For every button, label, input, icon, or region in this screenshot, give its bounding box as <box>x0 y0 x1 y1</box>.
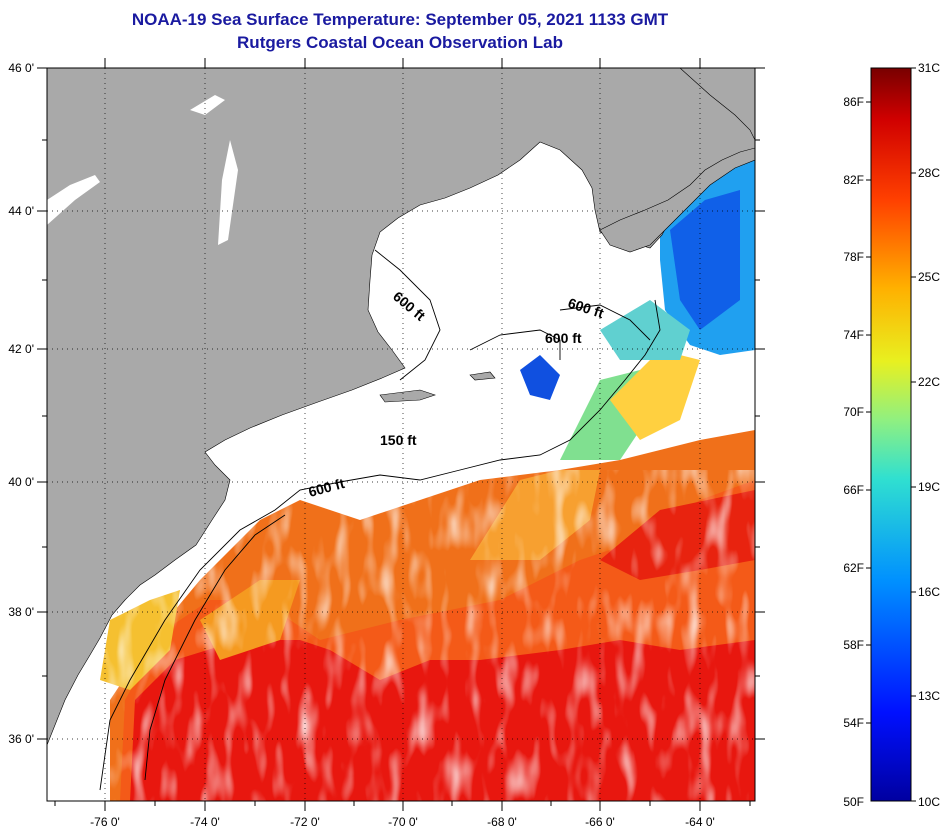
latitude-label: 42 0' <box>8 342 34 356</box>
land-area <box>580 68 755 141</box>
island <box>379 389 436 403</box>
colorbar-fahrenheit-label: 54F <box>843 716 864 730</box>
longitude-label: -66 0' <box>585 815 615 829</box>
colorbar-celsius-label: 25C <box>918 270 940 284</box>
colorbar-fahrenheit-label: 78F <box>843 250 864 264</box>
longitude-label: -70 0' <box>388 815 418 829</box>
colorbar-fahrenheit-label: 58F <box>843 638 864 652</box>
colorbar-fahrenheit-label: 86F <box>843 95 864 109</box>
colorbar: 86F 82F 78F 74F 70F 66F 62F 58F 54F 50F … <box>843 61 940 809</box>
graticule <box>47 68 755 801</box>
longitude-label: -68 0' <box>487 815 517 829</box>
latitude-label: 36 0' <box>8 732 34 746</box>
island <box>469 371 496 381</box>
latitude-label: 40 0' <box>8 475 34 489</box>
axis-minor-ticks <box>42 139 760 806</box>
colorbar-celsius-label: 31C <box>918 61 940 75</box>
colorbar-fahrenheit-label: 82F <box>843 173 864 187</box>
latitude-label: 46 0' <box>8 61 34 75</box>
colorbar-gradient <box>870 67 912 802</box>
contour-label: 150 ft <box>380 432 417 448</box>
map-frame <box>46 67 756 802</box>
latitude-label: 38 0' <box>8 605 34 619</box>
map-plot-area: 600 ft 600 ft 600 ft 150 ft 600 ft <box>47 68 755 801</box>
colorbar-celsius-label: 13C <box>918 689 940 703</box>
colorbar-fahrenheit-label: 50F <box>843 795 864 809</box>
colorbar-celsius-label: 22C <box>918 375 940 389</box>
longitude-label: -64 0' <box>685 815 715 829</box>
colorbar-fahrenheit-label: 70F <box>843 405 864 419</box>
colorbar-fahrenheit-label: 74F <box>843 328 864 342</box>
depth-contours <box>99 249 661 791</box>
longitude-label: -76 0' <box>90 815 120 829</box>
colorbar-fahrenheit-label: 66F <box>843 483 864 497</box>
map-title: NOAA-19 Sea Surface Temperature: Septemb… <box>131 10 669 29</box>
map-subtitle: Rutgers Coastal Ocean Observation Lab <box>237 33 563 52</box>
colorbar-celsius-label: 16C <box>918 585 940 599</box>
colorbar-ticks <box>866 67 916 802</box>
longitude-label: -72 0' <box>290 815 320 829</box>
longitude-label: -74 0' <box>190 815 220 829</box>
colorbar-celsius-label: 19C <box>918 480 940 494</box>
colorbar-celsius-label: 28C <box>918 166 940 180</box>
latitude-label: 44 0' <box>8 204 34 218</box>
land-area <box>599 147 755 253</box>
contour-label: 600 ft <box>545 330 582 346</box>
colorbar-fahrenheit-label: 62F <box>843 561 864 575</box>
colorbar-celsius-label: 10C <box>918 795 940 809</box>
axis-ticks <box>37 58 765 811</box>
